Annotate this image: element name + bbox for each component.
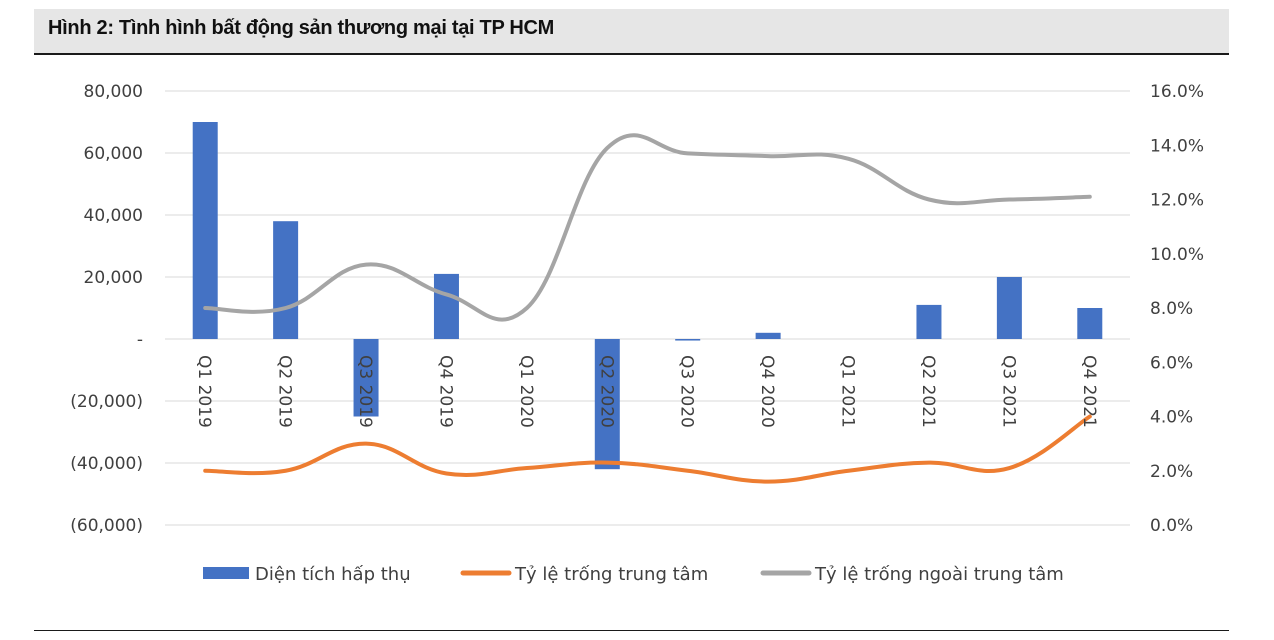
bar: [916, 304, 942, 339]
bar: [1077, 308, 1103, 339]
bar: [755, 332, 781, 339]
footer-rule: [34, 630, 1229, 631]
legend: Diện tích hấp thụ Tỷ lệ trống trung tâm Tỷ…: [203, 564, 1064, 585]
legend-swatch-bar: [203, 567, 249, 579]
left-axis-ticks: 80,000 60,000 40,000 20,000 - (20,000) (40,000…: [70, 82, 143, 536]
gray-line-series: [203, 133, 1092, 322]
x-tick-label: Q3 2019: [355, 355, 375, 428]
right-tick-label: 8.0%: [1150, 299, 1193, 319]
left-tick-label: 60,000: [84, 144, 143, 164]
right-tick-label: 2.0%: [1150, 462, 1193, 482]
left-tick-label: 20,000: [84, 268, 143, 288]
x-tick-label: Q1 2019: [194, 355, 214, 428]
x-tick-label: Q2 2019: [275, 355, 295, 428]
bar: [675, 339, 701, 341]
lines: [203, 133, 1092, 484]
left-tick-label: (60,000): [70, 516, 143, 536]
legend-label: Tỷ lệ trống ngoài trung tâm: [814, 564, 1064, 585]
right-tick-label: 16.0%: [1150, 82, 1204, 102]
legend-label: Diện tích hấp thụ: [255, 564, 411, 585]
x-tick-label: Q1 2021: [838, 355, 858, 428]
x-tick-label: Q2 2021: [918, 355, 938, 428]
x-tick-label: Q3 2021: [998, 355, 1018, 428]
x-tick-label: Q1 2020: [516, 355, 536, 428]
gridlines: [165, 90, 1130, 526]
bars: [192, 122, 1103, 470]
right-tick-label: 0.0%: [1150, 516, 1193, 536]
x-tick-labels: Q1 2019 Q2 2019 Q3 2019 Q4 2019 Q1 2020 Q2 20…: [194, 355, 1099, 428]
bar: [192, 122, 218, 339]
x-tick-label: Q4 2019: [435, 355, 455, 428]
bar: [353, 339, 379, 417]
x-tick-label: Q4 2021: [1079, 355, 1099, 428]
right-tick-label: 6.0%: [1150, 353, 1193, 373]
legend-label: Tỷ lệ trống trung tâm: [514, 564, 708, 585]
right-tick-label: 4.0%: [1150, 408, 1193, 428]
left-tick-label: (20,000): [70, 392, 143, 412]
left-tick-label: 40,000: [84, 206, 143, 226]
right-axis-ticks: 16.0% 14.0% 12.0% 10.0% 8.0% 6.0% 4.0% 2.0% 0.0%: [1150, 82, 1204, 536]
x-tick-label: Q3 2020: [677, 355, 697, 428]
left-tick-label: -: [137, 330, 143, 350]
left-tick-label: 80,000: [84, 82, 143, 102]
orange-line-series: [203, 414, 1092, 484]
figure-title: Hình 2: Tình hình bất động sản thương mạ…: [48, 17, 555, 39]
left-tick-label: (40,000): [70, 454, 143, 474]
x-tick-label: Q4 2020: [757, 355, 777, 428]
x-tick-label: Q2 2020: [596, 355, 616, 428]
bar: [433, 273, 459, 339]
bar: [996, 277, 1022, 339]
bar: [594, 339, 620, 470]
bar: [273, 221, 299, 339]
right-tick-label: 10.0%: [1150, 245, 1204, 265]
right-tick-label: 12.0%: [1150, 191, 1204, 211]
right-tick-label: 14.0%: [1150, 136, 1204, 156]
figure-title-bar: Hình 2: Tình hình bất động sản thương mạ…: [34, 9, 1229, 55]
